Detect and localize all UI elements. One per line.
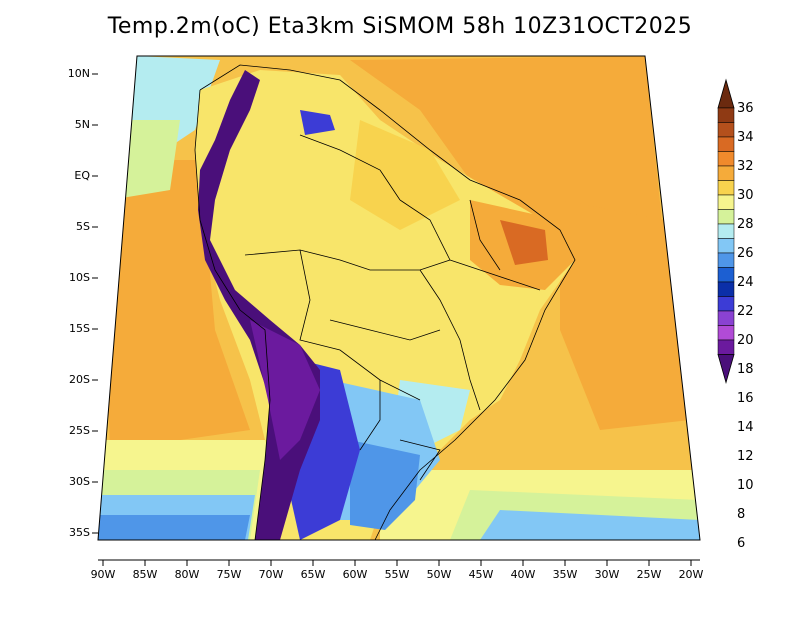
colorbar-segment	[717, 325, 735, 341]
colorbar	[717, 78, 735, 384]
political-boundaries	[194, 64, 576, 541]
colorbar-label: 22	[737, 304, 754, 319]
temperature-field	[98, 56, 700, 540]
colorbar-segment	[717, 122, 735, 138]
colorbar-top-arrow	[717, 78, 735, 109]
colorbar-segment	[717, 238, 735, 254]
colorbar-label: 34	[737, 130, 754, 145]
colorbar-segment	[717, 281, 735, 297]
colorbar-label: 20	[737, 333, 754, 348]
colorbar-label: 12	[737, 449, 754, 464]
lon-label: 40W	[510, 568, 536, 581]
lat-label: 15S	[69, 322, 90, 335]
colorbar-segment	[717, 136, 735, 152]
lon-label: 20W	[678, 568, 704, 581]
lon-label: 45W	[468, 568, 494, 581]
lat-label: 25S	[69, 424, 90, 437]
colorbar-segment	[717, 252, 735, 268]
lon-label: 80W	[174, 568, 200, 581]
colorbar-label: 18	[737, 362, 754, 377]
lon-label: 70W	[258, 568, 284, 581]
colorbar-label: 28	[737, 217, 754, 232]
lon-label: 75W	[216, 568, 242, 581]
colorbar-segment	[717, 165, 735, 181]
colorbar-label: 8	[737, 507, 746, 522]
colorbar-segment	[717, 339, 735, 355]
colorbar-segment	[717, 209, 735, 225]
lon-label: 55W	[384, 568, 410, 581]
lat-label: 30S	[69, 475, 90, 488]
colorbar-segment	[717, 310, 735, 326]
colorbar-label: 26	[737, 246, 754, 261]
lat-label: 10N	[67, 67, 90, 80]
colorbar-segment	[717, 267, 735, 283]
lat-label: 35S	[69, 526, 90, 539]
colorbar-bottom-arrow	[717, 354, 735, 384]
lat-label: 5N	[74, 118, 90, 131]
lat-label: 5S	[76, 220, 90, 233]
colorbar-segment	[717, 296, 735, 312]
lat-label: 20S	[69, 373, 90, 386]
colorbar-segment	[717, 223, 735, 239]
map-title: Temp.2m(oC) Eta3km SiSMOM 58h 10Z31OCT20…	[107, 14, 693, 39]
colorbar-segment	[717, 194, 735, 210]
lon-label: 30W	[594, 568, 620, 581]
colorbar-label: 14	[737, 420, 754, 435]
lat-ticks	[92, 73, 98, 534]
colorbar-label: 6	[737, 536, 746, 551]
lat-label: 10S	[69, 271, 90, 284]
lon-label: 25W	[636, 568, 662, 581]
colorbar-label: 36	[737, 101, 754, 116]
colorbar-label: 32	[737, 159, 754, 174]
lon-label: 65W	[300, 568, 326, 581]
lon-label: 35W	[552, 568, 578, 581]
colorbar-segment	[717, 151, 735, 167]
lon-label: 60W	[342, 568, 368, 581]
lon-label: 90W	[90, 568, 116, 581]
colorbar-segment	[717, 180, 735, 196]
colorbar-label: 10	[737, 478, 754, 493]
colorbar-segment	[717, 107, 735, 123]
colorbar-label: 24	[737, 275, 754, 290]
colorbar-label: 16	[737, 391, 754, 406]
lon-label: 85W	[132, 568, 158, 581]
lat-label: EQ	[74, 169, 90, 182]
lon-label: 50W	[426, 568, 452, 581]
lon-ticks	[102, 560, 692, 566]
colorbar-label: 30	[737, 188, 754, 203]
